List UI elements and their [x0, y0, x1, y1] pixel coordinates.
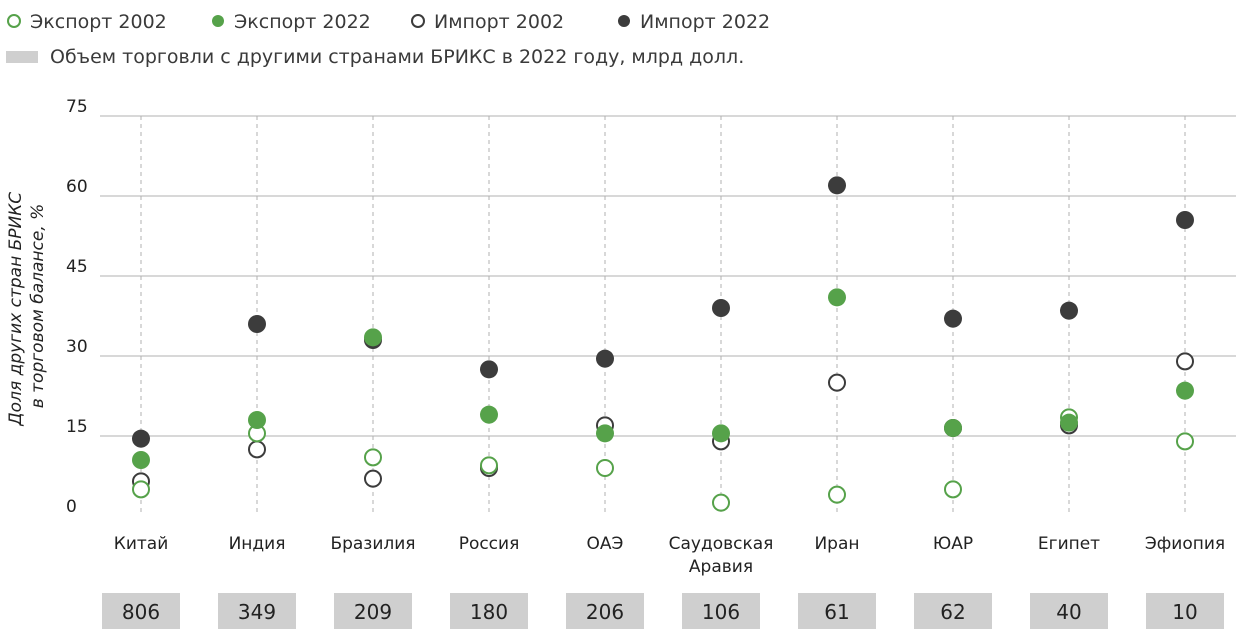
point-import-2002 [248, 440, 266, 459]
point-import-2002 [1176, 352, 1194, 371]
legend-marker-export-2022 [212, 15, 224, 27]
point-export-2002 [364, 448, 382, 467]
legend-label-export-2022: Экспорт 2022 [234, 11, 371, 33]
y-axis-ticks: 0 15 30 45 60 75 [66, 97, 88, 517]
category-label: Иран [814, 534, 859, 554]
volume-box [682, 593, 760, 629]
y-axis-label-line1: Доля других стран БРИКС [6, 192, 26, 427]
point-import-2022 [480, 360, 498, 379]
volume-box [566, 593, 644, 629]
point-import-2022 [248, 315, 266, 333]
point-export-2002 [480, 456, 498, 475]
volume-value: 209 [354, 600, 392, 624]
category-labels: Китай Индия Бразилия Россия ОАЭ Саудовская Ара… [114, 534, 1225, 577]
y-tick-label: 75 [66, 97, 88, 117]
point-import-2002 [828, 373, 846, 392]
point-export-2002 [712, 493, 730, 512]
volume-value: 180 [470, 600, 508, 624]
point-export-2022 [944, 419, 962, 437]
volume-box [102, 593, 180, 629]
category-label: ЮАР [933, 534, 973, 554]
volume-box [218, 593, 296, 629]
volume-value: 40 [1056, 600, 1081, 624]
volume-box [1030, 593, 1108, 629]
volume-value: 806 [122, 600, 160, 624]
point-export-2022 [712, 424, 730, 443]
point-import-2022 [132, 429, 150, 448]
volume-value: 349 [238, 600, 276, 624]
category-label: Саудовская [669, 534, 774, 554]
y-axis-label: Доля других стран БРИКС в торговом балан… [6, 186, 48, 426]
point-export-2002 [132, 480, 150, 499]
volume-value: 106 [702, 600, 740, 624]
point-export-2022 [1176, 381, 1194, 400]
legend: Экспорт 2002 Экспорт 2022 Импорт 2002 Им… [6, 11, 770, 68]
volume-value: 10 [1172, 600, 1197, 624]
point-export-2022 [480, 405, 498, 424]
point-export-2022 [132, 451, 150, 469]
point-export-2022 [1060, 413, 1078, 432]
legend-label-export-2002: Экспорт 2002 [30, 11, 167, 33]
category-label: Египет [1038, 534, 1100, 554]
legend-marker-import-2002 [411, 14, 425, 28]
legend-marker-import-2022 [618, 15, 630, 27]
y-axis-label-line2: в торговом балансе, % [28, 204, 48, 409]
point-import-2022 [712, 299, 730, 317]
point-export-2022 [248, 411, 266, 429]
point-export-2022 [364, 328, 382, 347]
y-tick-label: 30 [66, 337, 88, 357]
volume-box [798, 593, 876, 629]
point-export-2022 [828, 288, 846, 307]
legend-label-import-2022: Импорт 2022 [640, 11, 770, 33]
category-label: Китай [114, 534, 169, 554]
category-label: ОАЭ [587, 534, 624, 554]
category-label: Эфиопия [1145, 534, 1225, 554]
gridlines [100, 115, 1236, 437]
point-export-2002 [944, 480, 962, 499]
legend-label-volume: Объем торговли с другими странами БРИКС … [50, 46, 744, 68]
category-label: Бразилия [330, 534, 415, 554]
point-export-2022 [596, 424, 614, 443]
y-tick-label: 15 [66, 417, 88, 437]
legend-marker-volume [6, 51, 38, 63]
volume-value: 206 [586, 600, 624, 624]
legend-marker-export-2002 [7, 14, 21, 28]
point-import-2022 [944, 309, 962, 328]
category-guides [140, 116, 1186, 516]
point-import-2022 [596, 349, 614, 368]
volume-box [450, 593, 528, 629]
volume-box [334, 593, 412, 629]
volume-box [1146, 593, 1224, 629]
point-import-2002 [364, 469, 382, 488]
y-tick-label: 0 [66, 497, 77, 517]
point-import-2022 [1176, 211, 1194, 229]
legend-label-import-2002: Импорт 2002 [434, 11, 564, 33]
point-import-2022 [1060, 301, 1078, 320]
volume-box [914, 593, 992, 629]
y-tick-label: 60 [66, 177, 88, 197]
y-tick-label: 45 [66, 257, 88, 277]
category-label-line2: Аравия [689, 557, 753, 577]
volume-value: 61 [824, 600, 849, 624]
point-export-2002 [1176, 432, 1194, 451]
data-points [132, 176, 1194, 512]
volume-value: 62 [940, 600, 965, 624]
category-label: Россия [459, 534, 520, 554]
category-label: Индия [229, 534, 286, 554]
point-export-2002 [596, 459, 614, 477]
point-import-2022 [828, 176, 846, 195]
trade-volume-row: 806 349 209 180 206 106 61 62 40 10 [102, 593, 1224, 629]
point-export-2002 [828, 485, 846, 504]
